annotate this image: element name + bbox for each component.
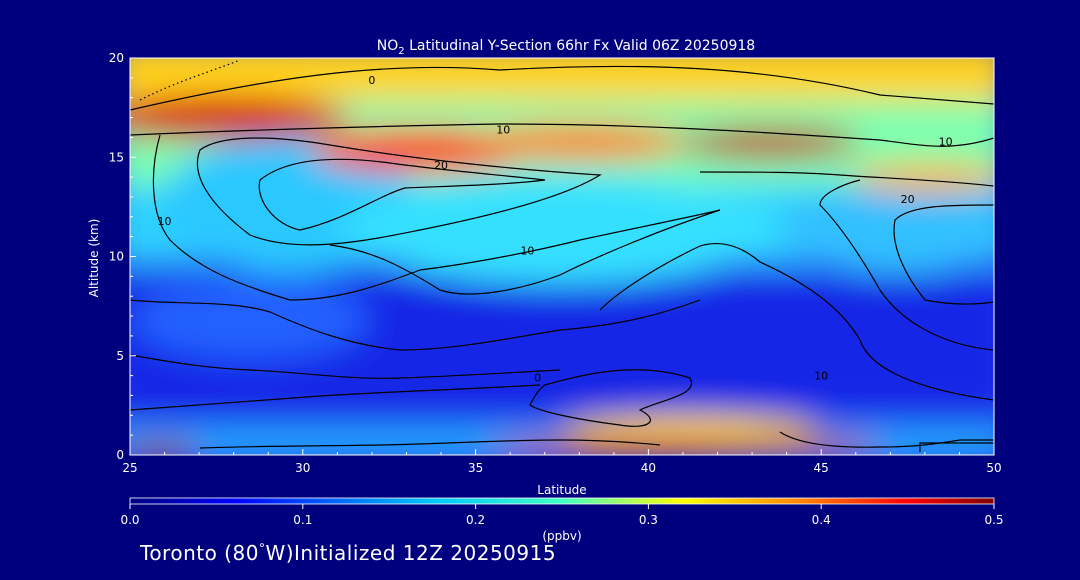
contour-label: 20 xyxy=(901,193,915,206)
colorbar-ticks: 0.0 0.1 0.2 0.3 0.4 0.5 xyxy=(120,504,1004,527)
contour-label: 10 xyxy=(520,245,534,258)
x-tick-label: 40 xyxy=(641,461,656,475)
contour-right-diag xyxy=(819,179,994,351)
title-rest: Latitudinal Y-Section 66hr Fx Valid 06Z … xyxy=(405,38,756,54)
x-axis-label: Latitude xyxy=(537,483,586,497)
colorbar-tick-label: 0.5 xyxy=(984,513,1003,527)
contour-label: 10 xyxy=(496,123,510,136)
colorbar-unit-label: (ppbv) xyxy=(542,529,581,543)
footer-location: Toronto (80 xyxy=(140,541,259,565)
contour-lines xyxy=(130,59,994,452)
x-tick-label: 35 xyxy=(468,461,483,475)
contour-mid-10 xyxy=(329,209,721,295)
contour-label: 10 xyxy=(939,135,953,148)
contour-dotted-top xyxy=(139,59,241,101)
y-tick-label: 0 xyxy=(116,448,124,462)
surface-yellow xyxy=(560,416,820,444)
y-tick-label: 5 xyxy=(116,349,124,363)
y-tick-label: 10 xyxy=(109,250,124,264)
colorbar-tick-label: 0.4 xyxy=(812,513,831,527)
contour-top xyxy=(130,65,994,111)
contour-low-loop xyxy=(529,369,693,427)
x-axis: 25 30 35 40 45 50 xyxy=(122,449,1002,475)
contour-low-band xyxy=(130,354,561,379)
blob-left-lowblue xyxy=(130,280,370,360)
band-upper-yellow xyxy=(130,58,994,100)
contour-loop-inner xyxy=(258,158,546,231)
contour-lower-diag xyxy=(599,243,994,401)
surface-red-left xyxy=(130,443,200,455)
blob-right-cyan xyxy=(780,185,994,275)
contour-left-10 xyxy=(152,134,721,301)
contour-label-layer: 0 10 10 20 20 10 10 0 10 xyxy=(158,74,953,385)
contour-left-mid xyxy=(130,299,701,351)
colorbar-tick-label: 0.2 xyxy=(466,513,485,527)
footer-caption: Toronto (80°W)Initialized 12Z 20250915 xyxy=(140,541,556,565)
x-tick-label: 25 xyxy=(122,461,137,475)
contour-loop-outer xyxy=(196,137,602,246)
contour-label: 20 xyxy=(434,159,448,172)
concentration-field: 0 10 10 20 20 10 10 0 10 xyxy=(130,58,994,455)
y-axis: 0 5 10 15 20 xyxy=(109,51,136,462)
contour-right-loop xyxy=(893,204,994,305)
contour-label: 0 xyxy=(534,372,541,385)
contour-surface xyxy=(199,439,661,449)
warm-right-edge xyxy=(850,164,994,192)
hot-upper-left xyxy=(130,96,350,140)
contour-label: 10 xyxy=(158,215,172,228)
footer-degree-mark: ° xyxy=(258,541,266,556)
x-tick-label: 30 xyxy=(295,461,310,475)
colorbar-tick-label: 0.0 xyxy=(120,513,139,527)
contour-label: 10 xyxy=(814,370,828,383)
x-tick-label: 50 xyxy=(986,461,1001,475)
title-species: NO xyxy=(377,38,399,54)
y-tick-label: 15 xyxy=(109,150,124,164)
blob-center-cyan xyxy=(340,175,780,285)
y-axis-label: Altitude (km) xyxy=(87,219,101,298)
colorbar-tick-label: 0.3 xyxy=(639,513,658,527)
contour-surface-box xyxy=(919,442,994,452)
contour-upper-10 xyxy=(130,123,994,147)
colorbar xyxy=(129,497,995,505)
contour-low-left xyxy=(130,384,541,411)
chart-title: NO2 Latitudinal Y-Section 66hr Fx Valid … xyxy=(377,38,755,57)
title-subscript: 2 xyxy=(398,46,404,57)
footer-location-rest: W)Initialized 12Z 20250915 xyxy=(265,541,557,565)
contour-label: 0 xyxy=(368,74,375,87)
hot-upper-mid xyxy=(470,124,690,160)
y-tick-label: 20 xyxy=(109,51,124,65)
colorbar-tick-label: 0.1 xyxy=(293,513,312,527)
surface-red-right xyxy=(720,438,880,454)
contour-right-20 xyxy=(699,171,994,187)
x-tick-label: 45 xyxy=(814,461,829,475)
